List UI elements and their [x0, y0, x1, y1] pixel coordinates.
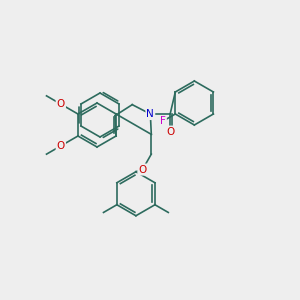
- Text: O: O: [57, 99, 65, 109]
- Text: O: O: [166, 127, 174, 136]
- Text: N: N: [146, 109, 154, 119]
- Text: O: O: [57, 141, 65, 151]
- Text: O: O: [138, 164, 147, 175]
- Text: F: F: [160, 116, 166, 126]
